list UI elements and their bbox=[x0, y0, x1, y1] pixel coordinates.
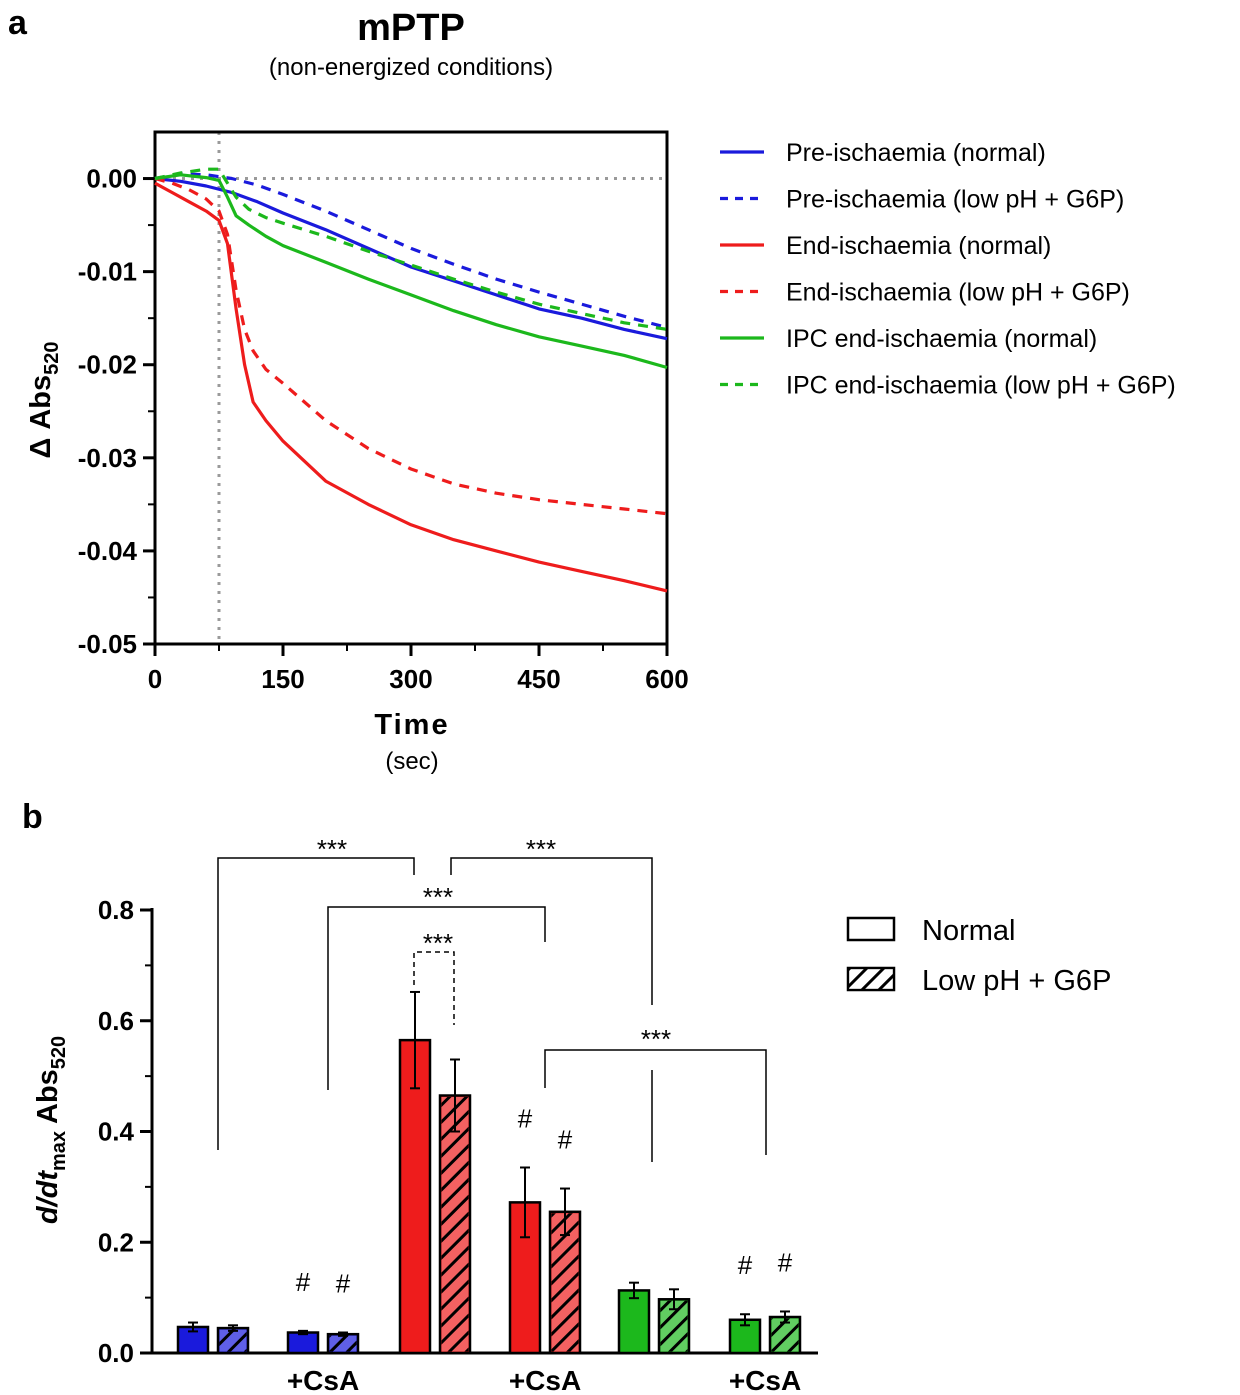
significance-brackets: *** *** *** *** *** bbox=[217, 834, 767, 1162]
bar-hatch-6 bbox=[441, 1097, 469, 1352]
x-axis-label: Time bbox=[374, 709, 449, 741]
group-label-6: +CsA bbox=[729, 1365, 801, 1395]
bracket-2 bbox=[450, 857, 653, 1005]
panel-a: a mPTP (non-energized conditions) 0.00 -0… bbox=[8, 4, 1176, 775]
legend-label-b-1: Normal bbox=[922, 915, 1015, 947]
bar-hatch-8 bbox=[551, 1213, 579, 1352]
series-line-1 bbox=[154, 176, 668, 341]
panel-b-letter: b bbox=[22, 798, 43, 836]
series-line-5 bbox=[154, 173, 668, 370]
series-line-6 bbox=[154, 167, 668, 331]
bar-9 bbox=[617, 1289, 651, 1355]
bar-hatch-12 bbox=[771, 1318, 799, 1352]
bracket-5 bbox=[544, 1049, 767, 1155]
bar-y-tick-label: 0.6 bbox=[98, 1006, 134, 1036]
chart-subtitle: (non-energized conditions) bbox=[269, 54, 553, 81]
panel-a-letter: a bbox=[8, 4, 28, 42]
bar-hatch-4 bbox=[329, 1335, 357, 1352]
bar-3 bbox=[286, 1331, 320, 1355]
legend-label-5: IPC end-ischaemia (normal) bbox=[786, 325, 1097, 353]
significance-hash-7: # bbox=[518, 1103, 533, 1133]
significance-label-1: *** bbox=[317, 834, 347, 864]
significance-label-5: *** bbox=[641, 1024, 671, 1054]
series-line-2 bbox=[154, 172, 668, 330]
bar-5 bbox=[398, 1038, 432, 1355]
panel-a-legend: Pre-ischaemia (normal) Pre-ischaemia (low… bbox=[720, 139, 1176, 400]
y-tick-label: -0.05 bbox=[78, 629, 137, 659]
bar-y-tick-label: 0.8 bbox=[98, 895, 134, 925]
legend-label-b-2: Low pH + G6P bbox=[922, 965, 1111, 997]
panel-a-axes: 0.00 -0.01 -0.02 -0.03 -0.04 -0.05 0 150 300 450 6… bbox=[78, 130, 689, 694]
significance-label-4: *** bbox=[423, 928, 453, 958]
bracket-4 bbox=[413, 951, 455, 1025]
x-tick-label: 150 bbox=[261, 664, 304, 694]
legend-hatch-2 bbox=[849, 969, 893, 989]
bar-hatch-2 bbox=[219, 1329, 247, 1352]
significance-hash-12: # bbox=[778, 1247, 793, 1277]
x-tick-label: 0 bbox=[148, 664, 162, 694]
panel-b-legend: Normal Low pH + G6P bbox=[846, 915, 1111, 997]
legend-label-2: Pre-ischaemia (low pH + G6P) bbox=[786, 186, 1124, 214]
y-tick-label: -0.01 bbox=[78, 257, 137, 287]
y-axis-label: Δ Abs520 bbox=[25, 341, 63, 458]
panel-b-bars: # # # # # # +CsA +CsA +CsA bbox=[176, 990, 802, 1395]
panel-a-lines bbox=[154, 167, 668, 593]
legend-label-3: End-ischaemia (normal) bbox=[786, 232, 1051, 260]
panel-b-axes: 0.0 0.2 0.4 0.6 0.8 bbox=[98, 895, 818, 1368]
significance-label-3: *** bbox=[423, 882, 453, 912]
bar-7 bbox=[508, 1201, 542, 1355]
bar-y-tick-label: 0.2 bbox=[98, 1227, 134, 1257]
x-tick-label: 450 bbox=[517, 664, 560, 694]
legend-box-1 bbox=[846, 916, 896, 942]
x-tick-label: 300 bbox=[389, 664, 432, 694]
significance-label-2: *** bbox=[526, 834, 556, 864]
series-line-3 bbox=[154, 181, 668, 593]
significance-hash-3: # bbox=[296, 1267, 311, 1297]
bracket-3 bbox=[327, 906, 546, 1090]
x-axis-unit: (sec) bbox=[385, 748, 438, 775]
y-tick-label: 0.00 bbox=[86, 164, 137, 194]
group-label-2: +CsA bbox=[287, 1365, 359, 1395]
panel-b: b d/dtmax Abs520 *** ************ 0.00.20… bbox=[22, 798, 1111, 1395]
significance-hash-8: # bbox=[558, 1125, 573, 1155]
chart-title: mPTP bbox=[357, 7, 465, 49]
legend-label-4: End-ischaemia (low pH + G6P) bbox=[786, 279, 1130, 307]
bracket-1 bbox=[217, 857, 415, 1150]
significance-hash-4: # bbox=[336, 1269, 351, 1299]
y-tick-label: -0.02 bbox=[78, 350, 137, 380]
x-tick-label: 600 bbox=[645, 664, 688, 694]
y-tick-label: -0.03 bbox=[78, 443, 137, 473]
group-label-4: +CsA bbox=[509, 1365, 581, 1395]
bar-y-axis-label: d/dtmax Abs520 bbox=[32, 1036, 70, 1224]
legend-label-1: Pre-ischaemia (normal) bbox=[786, 139, 1046, 167]
legend-label-6: IPC end-ischaemia (low pH + G6P) bbox=[786, 372, 1176, 400]
significance-hash-11: # bbox=[738, 1250, 753, 1280]
y-tick-label: -0.04 bbox=[78, 536, 138, 566]
bar-y-tick-label: 0.4 bbox=[98, 1117, 135, 1147]
series-line-4 bbox=[154, 176, 668, 516]
bar-y-tick-label: 0.0 bbox=[98, 1338, 134, 1368]
